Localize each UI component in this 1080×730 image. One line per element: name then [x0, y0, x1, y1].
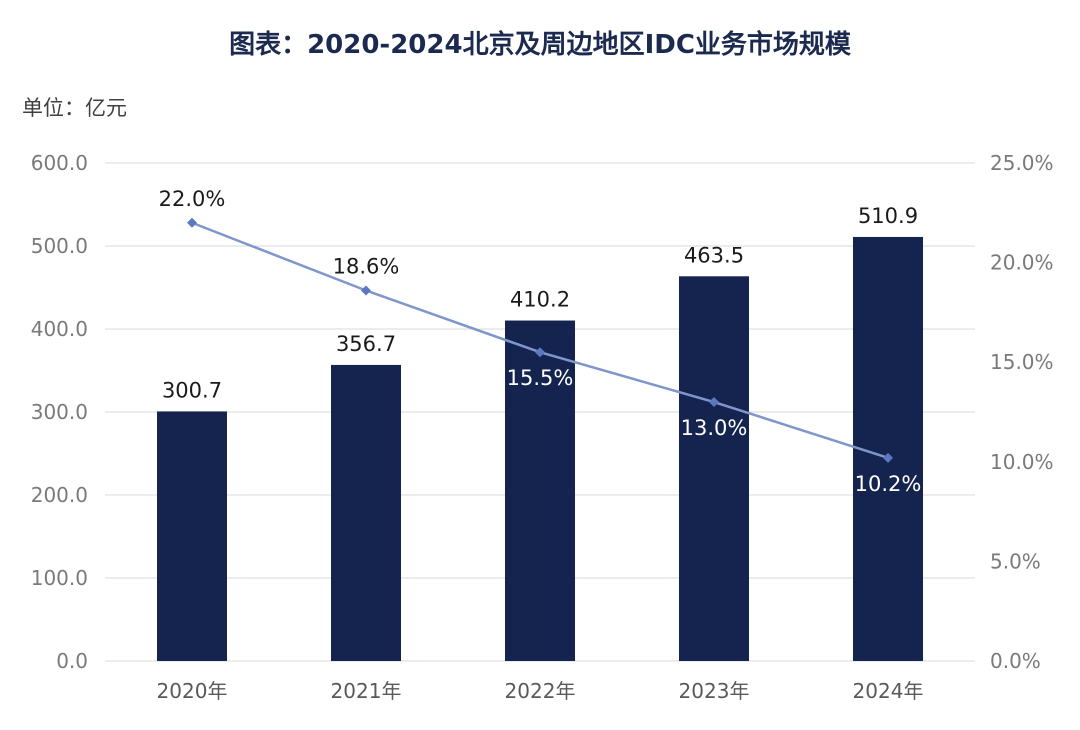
- x-tick-label: 2020年: [157, 679, 228, 703]
- chart-title: 图表：2020-2024北京及周边地区IDC业务市场规模: [229, 30, 851, 60]
- growth-rate-label: 10.2%: [855, 472, 922, 496]
- bar-value-label: 300.7: [162, 378, 222, 402]
- bar-value-label: 410.2: [510, 288, 570, 312]
- growth-rate-marker: [709, 397, 719, 408]
- growth-rate-marker: [361, 285, 371, 296]
- y-left-tick-label: 300.0: [31, 400, 88, 424]
- bar: [157, 411, 227, 661]
- y-left-tick-label: 100.0: [31, 566, 88, 590]
- y-right-tick-label: 25.0%: [990, 151, 1054, 175]
- growth-rate-marker: [535, 347, 545, 358]
- growth-rate-label: 22.0%: [159, 187, 226, 211]
- growth-rate-label: 15.5%: [507, 366, 574, 390]
- y-right-tick-label: 10.0%: [990, 450, 1054, 474]
- growth-rate-label: 18.6%: [333, 254, 400, 278]
- y-right-tick-label: 15.0%: [990, 350, 1054, 374]
- y-left-tick-label: 600.0: [31, 151, 88, 175]
- y-right-tick-label: 20.0%: [990, 251, 1054, 275]
- x-tick-label: 2023年: [679, 679, 750, 703]
- bar: [505, 320, 575, 661]
- unit-label: 单位：亿元: [22, 96, 127, 120]
- bar: [679, 276, 749, 661]
- y-right-tick-label: 5.0%: [990, 549, 1041, 573]
- growth-rate-label: 13.0%: [681, 416, 748, 440]
- x-tick-label: 2022年: [505, 679, 576, 703]
- x-tick-label: 2024年: [853, 679, 924, 703]
- y-left-tick-label: 200.0: [31, 483, 88, 507]
- bar: [331, 364, 401, 661]
- growth-rate-marker: [883, 452, 893, 463]
- y-left-tick-label: 400.0: [31, 317, 88, 341]
- y-right-tick-label: 0.0%: [990, 649, 1041, 673]
- x-tick-label: 2021年: [331, 679, 402, 703]
- y-left-tick-label: 500.0: [31, 234, 88, 258]
- bar-value-label: 356.7: [336, 332, 396, 356]
- bar-value-label: 510.9: [858, 204, 918, 228]
- growth-rate-marker: [187, 217, 197, 228]
- y-left-tick-label: 0.0: [56, 649, 88, 673]
- bar-value-label: 463.5: [684, 243, 744, 267]
- bar: [853, 236, 923, 661]
